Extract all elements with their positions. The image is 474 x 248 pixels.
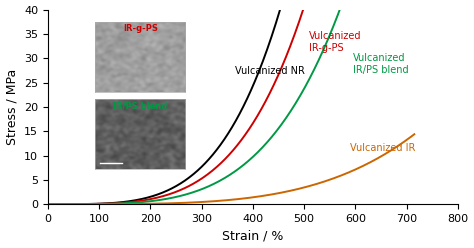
Y-axis label: Stress / MPa: Stress / MPa (6, 69, 18, 145)
Text: Vulcanized NR: Vulcanized NR (235, 65, 305, 75)
Text: Vulcanized IR: Vulcanized IR (350, 143, 416, 153)
Text: Vulcanized
IR/PS blend: Vulcanized IR/PS blend (353, 53, 409, 75)
Text: Vulcanized
IR-g-PS: Vulcanized IR-g-PS (309, 31, 362, 53)
X-axis label: Strain / %: Strain / % (222, 229, 283, 243)
